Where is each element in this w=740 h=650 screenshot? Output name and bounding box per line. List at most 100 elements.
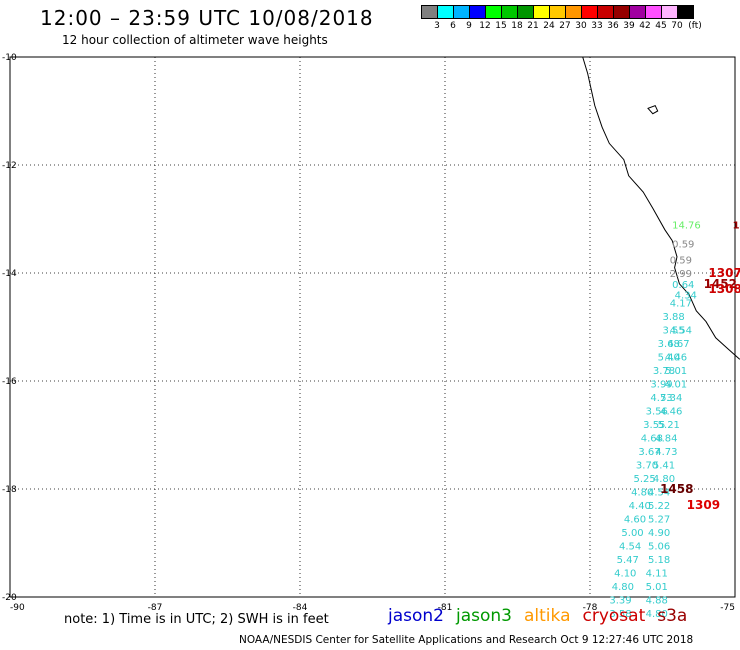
legend-label: 6 bbox=[450, 21, 456, 31]
wave-height-label: 3.70 bbox=[636, 461, 658, 472]
wave-height-label: 5.27 bbox=[648, 515, 670, 526]
wave-height-label: 3.55 bbox=[643, 420, 665, 431]
color-legend: 3 6 9 12 15 18 21 24 27 30 33 36 39 42 45 70 (ft) bbox=[421, 5, 705, 31]
wave-height-label: 4.73 bbox=[650, 393, 672, 404]
lon-tick-label: -90 bbox=[10, 603, 25, 613]
wave-height-label: 1307 bbox=[708, 266, 740, 280]
wave-height-label: 4.54 bbox=[670, 326, 692, 337]
lon-tick-label: -75 bbox=[720, 603, 735, 613]
lat-tick-label: -12 bbox=[2, 161, 17, 171]
legend-label: 39 bbox=[623, 21, 635, 31]
legend-swatches bbox=[421, 5, 705, 19]
wave-height-label: 4.88 bbox=[646, 596, 668, 607]
grid-lines bbox=[10, 57, 735, 597]
axis-tick-labels: -90 -87 -84 -81 -78 -75 -10 -12 -14 -16 -18 -20 bbox=[2, 53, 735, 613]
wave-height-label: 1452 bbox=[704, 277, 737, 291]
legend-label: 36 bbox=[607, 21, 619, 31]
wave-height-map: -90 -87 -84 -81 -78 -75 -10 -12 -14 -16 -18 -20 14.… bbox=[2, 53, 740, 620]
wave-height-label: 4.01 bbox=[665, 380, 687, 391]
wave-height-label: 4.67 bbox=[667, 339, 689, 350]
legend-label: 33 bbox=[591, 21, 603, 31]
lat-tick-label: -18 bbox=[2, 485, 17, 495]
wave-height-label: 4.68 bbox=[641, 434, 663, 445]
wave-height-label: 4.11 bbox=[646, 569, 668, 580]
wave-height-label: 5.01 bbox=[665, 366, 687, 377]
island-outline bbox=[647, 104, 659, 115]
wave-height-label: 5.40 bbox=[658, 353, 680, 364]
wave-height-label: 4.80 bbox=[631, 488, 653, 499]
wave-height-label: 5.18 bbox=[648, 555, 670, 566]
lon-tick-label: -84 bbox=[293, 603, 308, 613]
map-title: 12:00 – 23:59 UTC 10/08/2018 bbox=[40, 6, 374, 30]
satellite-altika: altika bbox=[524, 606, 571, 626]
legend-label: 15 bbox=[495, 21, 507, 31]
wave-height-label: 4.60 bbox=[624, 515, 646, 526]
wave-height-label: 4.80 bbox=[646, 609, 668, 620]
coastline-path bbox=[582, 56, 740, 360]
lat-tick-label: -20 bbox=[2, 593, 17, 603]
legend-label: 21 bbox=[527, 21, 539, 31]
footer-note: note: 1) Time is in UTC; 2) SWH is in fe… bbox=[64, 612, 329, 627]
legend-label: 45 bbox=[655, 21, 667, 31]
wave-height-label: 3.88 bbox=[663, 312, 685, 323]
legend-label: 70 bbox=[671, 21, 683, 31]
wave-height-label: 3.99 bbox=[650, 380, 672, 391]
wave-height-label: 4.46 bbox=[660, 407, 682, 418]
wave-height-label: 3.67 bbox=[638, 447, 660, 458]
wave-height-label: 4.54 bbox=[648, 488, 670, 499]
wave-height-label: 5.34 bbox=[660, 393, 682, 404]
wave-height-label: 4.46 bbox=[665, 353, 687, 364]
wave-height-label: 145 bbox=[733, 220, 740, 231]
wave-height-label: 0.59 bbox=[672, 239, 694, 250]
legend-label: 27 bbox=[559, 21, 571, 31]
wave-height-label: 1309 bbox=[687, 498, 720, 512]
wave-height-label: 4.90 bbox=[648, 528, 670, 539]
wave-height-label: 5.00 bbox=[621, 528, 643, 539]
lon-tick-label: -87 bbox=[148, 603, 163, 613]
coastline bbox=[582, 56, 740, 360]
legend-labels: 3 6 9 12 15 18 21 24 27 30 33 36 39 42 45 70 (ft) bbox=[421, 21, 705, 31]
wave-height-label: 3.39 bbox=[609, 596, 631, 607]
legend-label: 18 bbox=[511, 21, 523, 31]
wave-height-label: 3.56 bbox=[646, 407, 668, 418]
lat-tick-label: -16 bbox=[2, 377, 17, 387]
wave-height-label: 5.41 bbox=[653, 461, 675, 472]
legend-unit: (ft) bbox=[688, 21, 702, 31]
map-subtitle: 12 hour collection of altimeter wave hei… bbox=[62, 33, 328, 47]
wave-height-label: 1308 bbox=[708, 282, 740, 296]
map-frame bbox=[9, 56, 736, 598]
legend-label: 42 bbox=[639, 21, 651, 31]
wave-height-label: 4.54 bbox=[619, 542, 641, 553]
wave-height-label: 3.68 bbox=[658, 339, 680, 350]
satellite-cryosat: cryosat bbox=[582, 606, 646, 626]
wave-height-label: 4.34 bbox=[675, 291, 697, 302]
legend-label: 3 bbox=[434, 21, 440, 31]
satellite-key: jason2 jason3 altika cryosat s3a bbox=[388, 606, 687, 626]
wave-height-label: 5.01 bbox=[646, 582, 668, 593]
lat-tick-label: -10 bbox=[2, 53, 17, 63]
wave-height-label: 5.25 bbox=[634, 474, 656, 485]
satellite-jason3: jason3 bbox=[456, 606, 512, 626]
wave-height-label: 1458 bbox=[660, 482, 693, 496]
satellite-jason2: jason2 bbox=[388, 606, 444, 626]
wave-height-label: 4.10 bbox=[614, 569, 636, 580]
wave-height-label: 4.40 bbox=[629, 501, 651, 512]
footer-credit: NOAA/NESDIS Center for Satellite Applica… bbox=[239, 634, 694, 646]
wave-height-label: 4.84 bbox=[655, 434, 677, 445]
wave-height-label: 4.80 bbox=[612, 582, 634, 593]
wave-height-label: 4.73 bbox=[655, 447, 677, 458]
legend-label: 24 bbox=[543, 21, 555, 31]
wave-height-label: 4.17 bbox=[670, 299, 692, 310]
wave-height-label: 5.21 bbox=[658, 420, 680, 431]
wave-height-label: 0.59 bbox=[670, 256, 692, 267]
lat-tick-label: -14 bbox=[2, 269, 17, 279]
wave-height-label: 4.80 bbox=[653, 474, 675, 485]
wave-height-label: 5.22 bbox=[648, 501, 670, 512]
legend-label: 30 bbox=[575, 21, 587, 31]
wave-height-label: 14.76 bbox=[672, 220, 701, 231]
wave-height-label: 3.58 bbox=[609, 609, 631, 620]
wave-height-label: 3.78 bbox=[653, 366, 675, 377]
satellite-s3a: s3a bbox=[657, 606, 688, 626]
wave-height-label: 3.55 bbox=[663, 326, 685, 337]
